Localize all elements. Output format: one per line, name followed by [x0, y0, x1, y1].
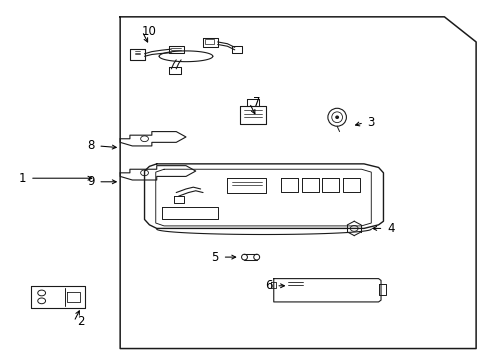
Text: 9: 9	[87, 175, 95, 188]
Text: 1: 1	[19, 172, 26, 185]
Text: 5: 5	[211, 251, 219, 264]
Text: 3: 3	[367, 116, 374, 129]
Bar	[205, 39, 214, 44]
Text: 6: 6	[264, 279, 272, 292]
Ellipse shape	[334, 116, 338, 119]
Text: 7: 7	[252, 96, 260, 109]
Text: 8: 8	[87, 139, 94, 152]
Text: 2: 2	[77, 315, 85, 328]
Text: 10: 10	[142, 25, 157, 38]
Text: 4: 4	[386, 222, 394, 235]
